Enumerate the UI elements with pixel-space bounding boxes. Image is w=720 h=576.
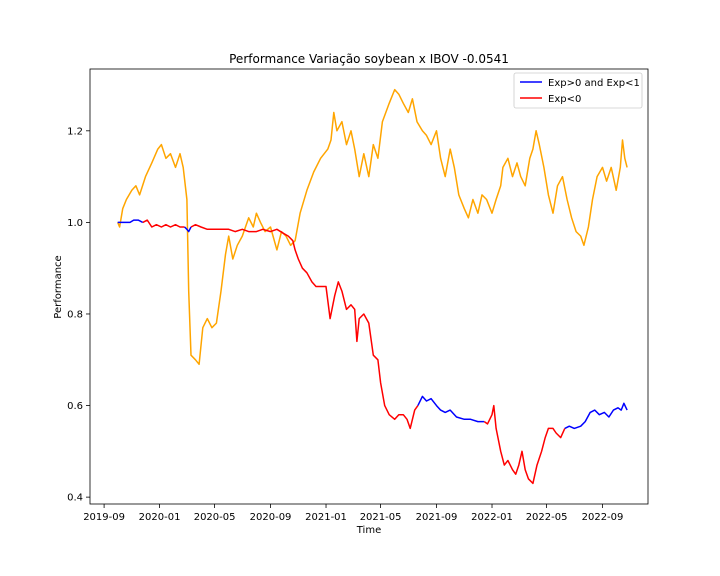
x-tick-label: 2022-01	[471, 512, 513, 523]
x-tick-label: 2021-01	[305, 512, 347, 523]
y-axis: 0.4 0.6 0.8 1.0 1.2	[67, 126, 90, 504]
series-line-2	[142, 219, 185, 228]
y-tick-label: 0.6	[67, 401, 83, 412]
x-tick-label: 2019-09	[83, 512, 125, 523]
x-axis: 2019-09 2020-01 2020-05 2020-09 2021-01 2021-…	[83, 504, 623, 523]
y-tick-label: 0.4	[67, 493, 83, 504]
legend-label-exp-between: Exp>0 and Exp<1	[548, 78, 640, 89]
series-line-6	[483, 404, 566, 485]
x-tick-label: 2022-05	[526, 512, 568, 523]
x-tick-label: 2021-05	[360, 512, 402, 523]
x-tick-label: 2021-09	[416, 512, 458, 523]
x-tick-label: 2020-05	[194, 512, 236, 523]
plot-lines	[117, 88, 628, 485]
series-line-7	[564, 402, 628, 430]
series-line-3	[184, 226, 192, 233]
y-tick-label: 1.2	[67, 126, 83, 137]
x-tick-label: 2022-09	[582, 512, 624, 523]
y-axis-label: Performance	[53, 255, 64, 318]
series-line-4	[190, 223, 419, 430]
series-line-1	[117, 219, 144, 224]
y-tick-label: 0.8	[67, 309, 83, 320]
chart-title: Performance Variação soybean x IBOV -0.0…	[229, 52, 509, 66]
x-axis-label: Time	[356, 525, 381, 536]
x-tick-label: 2020-09	[250, 512, 292, 523]
y-tick-label: 1.0	[67, 218, 83, 229]
legend-label-exp-negative: Exp<0	[548, 94, 581, 105]
series-line-5	[417, 395, 485, 423]
legend: Exp>0 and Exp<1 Exp<0	[513, 72, 643, 109]
x-tick-label: 2020-01	[139, 512, 181, 523]
legend-box	[513, 72, 643, 109]
series-line-0	[117, 88, 628, 366]
plot-frame	[89, 68, 649, 505]
